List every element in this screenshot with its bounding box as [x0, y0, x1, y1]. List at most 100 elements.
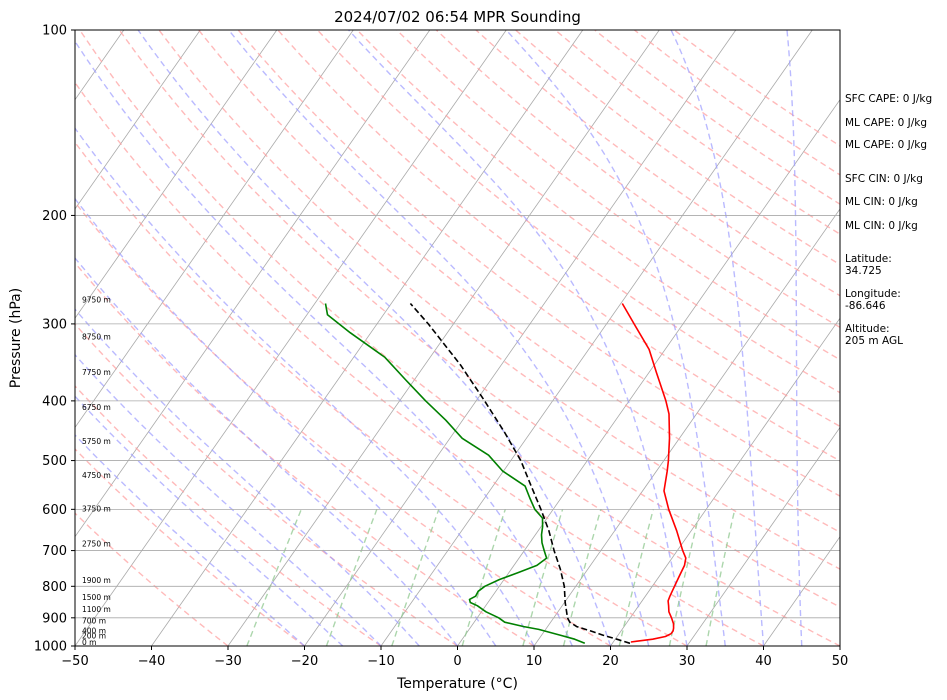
longitude-label: Longitude:	[845, 288, 901, 300]
height-labels: 9750 m 8750 m 7750 m 6750 m 5750 m 4750 m 3750…	[82, 296, 111, 648]
latitude-value: 34.725	[845, 265, 882, 277]
height-label: 0 m	[82, 638, 96, 647]
y-tick-label: 700	[42, 544, 67, 559]
height-label: 1900 m	[82, 576, 111, 585]
dry-adiabat-line	[75, 201, 611, 646]
x-tick-label: 20	[602, 654, 619, 669]
isotherm-line	[763, 536, 840, 646]
y-tick-label: 900	[42, 611, 67, 626]
isotherm-line	[75, 30, 278, 319]
moist-adiabat-line	[75, 197, 497, 646]
chart-title: 2024/07/02 06:54 MPR Sounding	[334, 8, 581, 26]
dry-adiabat-line	[277, 30, 840, 462]
isotherm-line	[75, 30, 507, 646]
height-label: 9750 m	[82, 296, 111, 305]
height-label: 1100 m	[82, 605, 111, 614]
height-label: 5750 m	[82, 437, 111, 446]
height-label: 3750 m	[82, 505, 111, 514]
dry-adiabat-line	[75, 323, 458, 646]
dry-adiabat-line	[75, 81, 764, 646]
x-tick-label: 0	[453, 654, 461, 669]
moist-adiabat-line	[75, 353, 382, 646]
x-tick-label: −40	[138, 654, 165, 669]
ml-cin-text: ML CIN: 0 J/kg	[845, 196, 918, 208]
x-tick-label: −50	[61, 654, 88, 669]
moist-adiabat-line	[75, 308, 420, 646]
moist-adiabat-line	[75, 395, 344, 646]
y-tick-label: 100	[42, 24, 67, 39]
y-tick-label: 800	[42, 580, 67, 595]
height-label: 4750 m	[82, 471, 111, 480]
moist-adiabat-line	[75, 127, 535, 646]
height-label: 200 m	[82, 631, 106, 640]
height-label: 2750 m	[82, 540, 111, 549]
longitude-value: -86.646	[845, 300, 886, 312]
background-lines	[75, 30, 840, 646]
dry-adiabat-line	[118, 30, 840, 608]
isotherm-line	[610, 317, 840, 646]
y-tick-label: 200	[42, 209, 67, 224]
x-axis: −50 −40 −30 −20 −10 0 10 20 30 40 50	[61, 646, 848, 669]
moist-adiabat-line	[670, 30, 765, 646]
profile-lines	[324, 302, 687, 645]
dry-adiabat-line	[79, 30, 840, 646]
isotherm-line	[457, 99, 840, 646]
dry-adiabat-line	[475, 30, 840, 297]
moist-adiabat-line	[505, 30, 726, 646]
dry-adiabat-line	[75, 512, 229, 646]
sounding-info-panel: SFC CAPE: 0 J/kg ML CAPE: 0 J/kg ML CAPE…	[845, 93, 932, 347]
isotherm-line	[380, 30, 813, 646]
isotherm-line	[533, 208, 840, 646]
isotherm-line	[304, 30, 737, 646]
series-line	[324, 303, 586, 645]
latitude-label: Latitude:	[845, 253, 892, 265]
x-tick-label: 50	[832, 654, 849, 669]
ml-cin-text-2: ML CIN: 0 J/kg	[845, 220, 918, 232]
x-axis-label: Temperature (°C)	[396, 676, 518, 692]
mixing-ratio-line	[461, 509, 506, 646]
y-tick-label: 300	[42, 317, 67, 332]
y-tick-label: 1000	[34, 640, 67, 655]
y-tick-label: 500	[42, 454, 67, 469]
dry-adiabat-line	[75, 141, 688, 646]
height-label: 7750 m	[82, 368, 111, 377]
dry-adiabat-line	[158, 30, 840, 570]
mixing-ratio-line	[618, 509, 654, 646]
isotherm-line	[151, 30, 584, 646]
isotherm-line	[227, 30, 660, 646]
height-label: 1500 m	[82, 593, 111, 602]
mixing-ratio-line	[562, 509, 602, 646]
x-tick-label: 10	[526, 654, 543, 669]
ml-cape-text: ML CAPE: 0 J/kg	[845, 117, 927, 129]
moist-adiabat-line	[137, 30, 612, 646]
dry-adiabat-line	[75, 384, 382, 646]
height-label: 8750 m	[82, 332, 111, 341]
height-label: 700 m	[82, 617, 106, 626]
y-tick-label: 400	[42, 394, 67, 409]
y-axis: 100 200 300 400 500 600 700 800 900 1000	[34, 24, 75, 655]
moist-adiabat-line	[786, 30, 803, 646]
altitude-value: 205 m AGL	[845, 335, 903, 347]
x-tick-label: −20	[291, 654, 318, 669]
mixing-ratio-line	[705, 509, 736, 646]
moist-adiabat-line	[228, 30, 650, 646]
y-axis-label: Pressure (hPa)	[8, 288, 24, 388]
ml-cape-text-2: ML CAPE: 0 J/kg	[845, 139, 927, 151]
sfc-cape-text: SFC CAPE: 0 J/kg	[845, 93, 932, 105]
isotherm-line	[75, 30, 431, 538]
dry-adiabat-line	[75, 447, 305, 646]
moist-adiabat-line	[75, 40, 573, 646]
y-tick-label: 600	[42, 503, 67, 518]
x-tick-label: 40	[755, 654, 772, 669]
isotherm-line	[686, 426, 840, 646]
moist-adiabat-line	[75, 433, 305, 646]
x-tick-label: 30	[679, 654, 696, 669]
dry-adiabat-line	[356, 30, 840, 394]
sfc-cin-text: SFC CIN: 0 J/kg	[845, 173, 923, 185]
moist-adiabat-line	[75, 256, 459, 646]
dry-adiabat-line	[316, 30, 840, 428]
dry-adiabat-line	[237, 30, 840, 497]
isotherm-line	[75, 30, 201, 210]
dry-adiabat-line	[198, 30, 840, 534]
